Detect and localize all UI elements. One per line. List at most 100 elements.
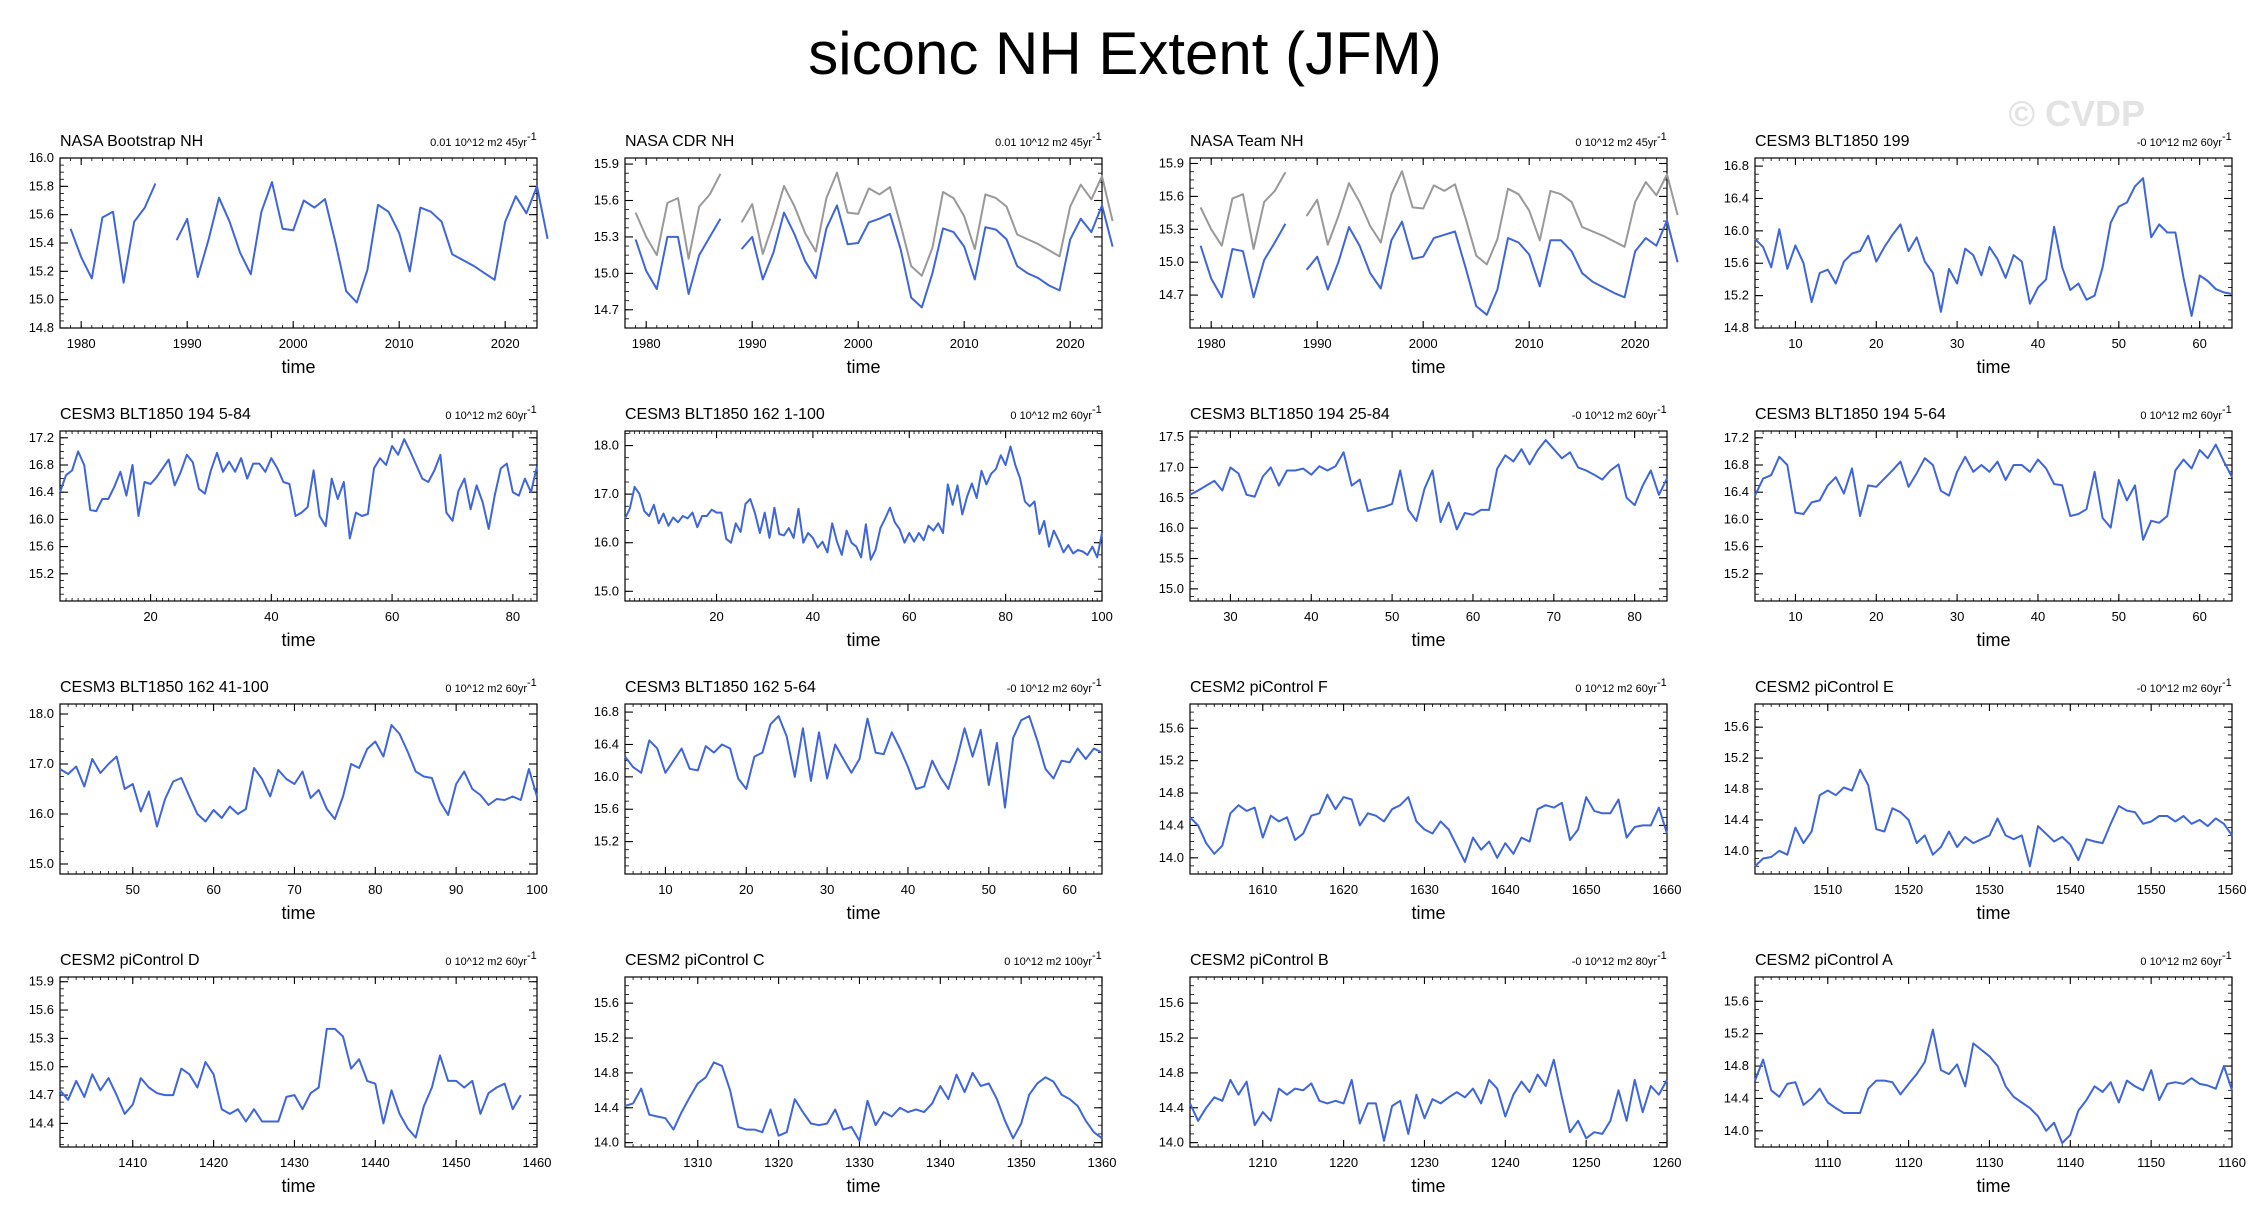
x-tick-label: 1220 [1329,1155,1358,1170]
x-tick-label: 1450 [442,1155,471,1170]
chart-panel-11: CESM2 piControl F 0 10^12 m2 60yr -1 1610 16… [1159,677,1682,923]
plot-frame [624,430,1103,602]
y-tick-label: 14.8 [1724,781,1749,796]
chart-panel-5: CESM3 BLT1850 194 5-84 0 10^12 m2 60yr -1 2… [29,404,538,650]
x-tick-label: 1330 [845,1155,874,1170]
chart-panel-15: CESM2 piControl B -0 10^12 m2 80yr -1 1210 1… [1159,950,1682,1196]
series-line [740,204,1114,309]
plot-frame [1754,703,2233,875]
trend-label: 0 10^12 m2 100yr [1004,956,1092,968]
x-axis-label: time [1411,903,1445,923]
x-tick-label: 1630 [1410,882,1439,897]
observed-series-line [1305,170,1679,266]
x-tick-label: 1620 [1329,882,1358,897]
y-tick-label: 17.2 [29,430,54,445]
x-tick-label: 1650 [1572,882,1601,897]
y-tick-label: 15.6 [1724,539,1749,554]
trend-label: -0 10^12 m2 60yr [1007,683,1093,695]
x-tick-label: 1530 [1975,882,2004,897]
x-tick-label: 1340 [926,1155,955,1170]
y-tick-label: 15.0 [594,583,619,598]
x-tick-label: 1990 [173,336,202,351]
y-tick-label: 18.0 [594,438,619,453]
x-tick-label: 60 [206,882,220,897]
x-tick-label: 30 [1950,336,1964,351]
x-tick-label: 70 [287,882,301,897]
trend-superscript: -1 [527,950,537,962]
chart-panel-14: CESM2 piControl C 0 10^12 m2 100yr -1 1310 1… [594,950,1117,1196]
y-tick-label: 14.0 [1159,1135,1184,1150]
series-line [634,218,722,295]
y-tick-label: 15.6 [1724,255,1749,270]
series-line [59,438,538,540]
y-tick-label: 15.9 [594,156,619,171]
trend-superscript: -1 [527,677,537,689]
plot-frame [1189,430,1668,602]
panel-title: CESM2 piControl C [625,952,765,969]
x-tick-label: 2010 [1515,336,1544,351]
y-tick-label: 16.0 [1724,223,1749,238]
series-line [59,1027,522,1139]
plot-frame [59,976,538,1148]
x-tick-label: 50 [2112,336,2126,351]
series-line [624,715,1103,809]
trend-label: 0.01 10^12 m2 45yr [995,137,1092,149]
y-tick-label: 14.8 [1159,785,1184,800]
trend-label: 0 10^12 m2 60yr [2140,410,2222,422]
x-tick-label: 1980 [632,336,661,351]
y-tick-label: 15.2 [1159,753,1184,768]
y-tick-label: 15.6 [1724,719,1749,734]
trend-superscript: -1 [2222,131,2232,143]
y-tick-label: 15.6 [1159,720,1184,735]
trend-superscript: -1 [2222,404,2232,416]
x-tick-label: 1640 [1491,882,1520,897]
panel-title: NASA Team NH [1190,133,1304,150]
x-tick-label: 60 [2192,609,2206,624]
x-tick-label: 1150 [2137,1155,2165,1170]
y-tick-label: 14.8 [594,1065,619,1080]
x-tick-label: 1520 [1894,882,1923,897]
trend-label: 0.01 10^12 m2 45yr [430,137,527,149]
x-tick-label: 1460 [523,1155,552,1170]
y-tick-label: 15.3 [1159,221,1184,236]
x-tick-label: 1440 [361,1155,390,1170]
plot-frame [624,703,1103,875]
x-axis-label: time [281,630,315,650]
series-line [1754,768,2233,868]
y-tick-label: 15.2 [594,834,619,849]
x-tick-label: 2000 [844,336,873,351]
chart-panel-8: CESM3 BLT1850 194 5-64 0 10^12 m2 60yr -1 1… [1724,404,2233,650]
y-tick-label: 15.8 [29,178,54,193]
y-tick-label: 16.8 [594,704,619,719]
x-tick-label: 20 [143,609,157,624]
y-tick-label: 14.7 [594,302,619,317]
trend-label: 0 10^12 m2 60yr [1010,410,1092,422]
trend-superscript: -1 [1092,404,1102,416]
plot-frame [59,703,538,875]
y-tick-label: 15.2 [1724,1026,1749,1041]
observed-series-line [740,171,1114,277]
x-tick-label: 1510 [1813,882,1842,897]
y-tick-label: 14.0 [594,1135,619,1150]
x-axis-label: time [1976,1176,2010,1196]
x-tick-label: 2020 [491,336,520,351]
series-line [59,724,538,828]
y-tick-label: 14.8 [1159,1065,1184,1080]
panel-title: NASA CDR NH [625,133,734,150]
plot-frame [624,157,1103,329]
x-axis-label: time [846,903,880,923]
y-tick-label: 15.6 [1159,188,1184,203]
y-tick-label: 17.0 [1159,459,1184,474]
y-tick-label: 15.2 [1724,566,1749,581]
y-tick-label: 16.4 [594,736,619,751]
x-tick-label: 80 [998,609,1012,624]
x-tick-label: 10 [1788,336,1802,351]
x-tick-label: 1310 [683,1155,712,1170]
y-tick-label: 17.2 [1724,430,1749,445]
y-tick-label: 17.5 [1159,429,1184,444]
y-tick-label: 16.0 [29,806,54,821]
series-line [69,183,157,284]
series-line [1189,439,1668,531]
y-tick-label: 15.6 [1159,995,1184,1010]
y-tick-label: 15.3 [594,229,619,244]
